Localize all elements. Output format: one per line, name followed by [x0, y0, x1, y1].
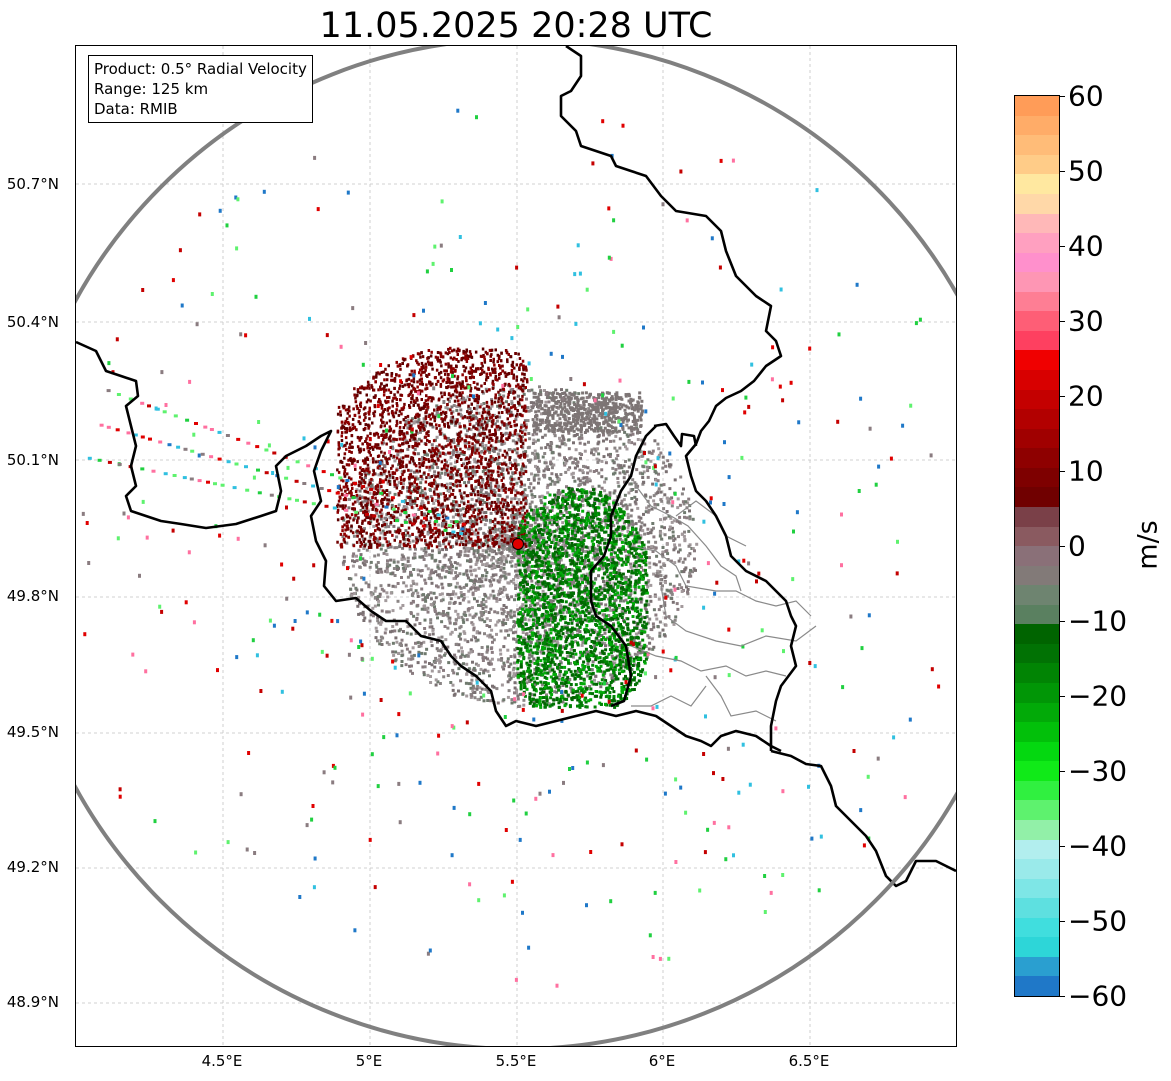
colorbar-tick-mark	[1059, 396, 1065, 397]
lat-label-49.5: 49.5°N	[6, 723, 59, 741]
colorbar-tick-mark	[1059, 96, 1065, 97]
colorbar-tick-mark	[1059, 621, 1065, 622]
colorbar-segment	[1015, 780, 1059, 801]
colorbar-segment	[1015, 956, 1059, 977]
colorbar-tick-label: −30	[1068, 754, 1128, 788]
colorbar-segment	[1015, 800, 1059, 820]
colorbar-segment	[1015, 819, 1059, 840]
colorbar-tick-label: 30	[1068, 304, 1104, 338]
radar-map[interactable]	[75, 45, 957, 1047]
colorbar-segment	[1015, 389, 1059, 410]
colorbar-tick-mark	[1059, 996, 1065, 997]
colorbar-segment	[1015, 565, 1059, 586]
colorbar-tick-mark	[1059, 696, 1065, 697]
province-borders	[630, 485, 817, 722]
colorbar-tick-mark	[1059, 471, 1065, 472]
colorbar-tick-label: −10	[1068, 604, 1128, 638]
colorbar-tick-label: −20	[1068, 679, 1128, 713]
lat-label-50.7: 50.7°N	[6, 175, 59, 193]
colorbar-segment	[1015, 233, 1059, 253]
colorbar-tick-mark	[1059, 546, 1065, 547]
colorbar-segment	[1015, 448, 1059, 468]
colorbar-segment	[1015, 330, 1059, 351]
info-box: Product: 0.5° Radial Velocity Range: 125…	[88, 55, 313, 123]
colorbar-segment	[1015, 839, 1059, 860]
colorbar-segment	[1015, 291, 1059, 312]
colorbar-tick-label: −60	[1068, 979, 1128, 1013]
colorbar-segment	[1015, 604, 1059, 625]
colorbar-tick-mark	[1059, 921, 1065, 922]
colorbar-segment	[1015, 526, 1059, 547]
lon-label-6.5: 6.5°E	[788, 1052, 830, 1070]
colorbar	[1014, 95, 1060, 997]
colorbar-tick-label: 0	[1068, 529, 1086, 563]
colorbar-segment	[1015, 859, 1059, 879]
colorbar-segment	[1015, 624, 1059, 644]
colorbar-tick-mark	[1059, 246, 1065, 247]
colorbar-segment	[1015, 409, 1059, 429]
colorbar-segment	[1015, 663, 1059, 683]
colorbar-tick-mark	[1059, 171, 1065, 172]
colorbar-segment	[1015, 878, 1059, 899]
lat-label-50.1: 50.1°N	[6, 451, 59, 469]
map-svg	[76, 46, 956, 1046]
lon-label-5.5: 5.5°E	[495, 1052, 537, 1070]
colorbar-segment	[1015, 135, 1059, 155]
colorbar-tick-label: 40	[1068, 229, 1104, 263]
colorbar-segment	[1015, 272, 1059, 292]
map-title: 11.05.2025 20:28 UTC	[319, 6, 713, 46]
lat-label-49.8: 49.8°N	[6, 587, 59, 605]
colorbar-tick-label: 20	[1068, 379, 1104, 413]
colorbar-segment	[1015, 937, 1059, 957]
data-source-text: Data: RMIB	[94, 100, 178, 118]
colorbar-segment	[1015, 585, 1059, 605]
colorbar-segment	[1015, 154, 1059, 175]
colorbar-tick-label: −40	[1068, 829, 1128, 863]
colorbar-segment	[1015, 917, 1059, 938]
colorbar-segment	[1015, 193, 1059, 214]
colorbar-unit-label: m/s	[1132, 520, 1164, 570]
colorbar-tick-label: −50	[1068, 904, 1128, 938]
colorbar-segment	[1015, 428, 1059, 449]
range-text: Range: 125 km	[94, 80, 209, 98]
colorbar-tick-label: 10	[1068, 454, 1104, 488]
colorbar-segment	[1015, 761, 1059, 781]
colorbar-segment	[1015, 702, 1059, 723]
lon-label-5: 5°E	[355, 1052, 383, 1070]
colorbar-tick-label: 50	[1068, 154, 1104, 188]
colorbar-tick-mark	[1059, 321, 1065, 322]
colorbar-segment	[1015, 174, 1059, 194]
colorbar-segment	[1015, 546, 1059, 566]
colorbar-tick-mark	[1059, 846, 1065, 847]
colorbar-segment	[1015, 213, 1059, 234]
colorbar-segment	[1015, 741, 1059, 762]
colorbar-segment	[1015, 976, 1059, 996]
colorbar-segment	[1015, 683, 1059, 703]
colorbar-segment	[1015, 898, 1059, 918]
colorbar-segment	[1015, 467, 1059, 488]
product-text: Product: 0.5° Radial Velocity	[94, 60, 307, 78]
lat-label-50.4: 50.4°N	[6, 313, 59, 331]
colorbar-segment	[1015, 115, 1059, 136]
colorbar-segment	[1015, 252, 1059, 273]
lon-label-6: 6°E	[648, 1052, 676, 1070]
colorbar-segment	[1015, 643, 1059, 664]
colorbar-tick-label: 60	[1068, 79, 1104, 113]
colorbar-segment	[1015, 722, 1059, 742]
lon-label-4.5: 4.5°E	[201, 1052, 243, 1070]
lat-label-49.2: 49.2°N	[6, 858, 59, 876]
national-borders	[76, 46, 956, 888]
colorbar-segment	[1015, 506, 1059, 527]
colorbar-segment	[1015, 370, 1059, 390]
colorbar-segment	[1015, 96, 1059, 116]
colorbar-segment	[1015, 311, 1059, 331]
colorbar-tick-mark	[1059, 771, 1065, 772]
radar-site-marker[interactable]	[512, 538, 524, 550]
velocity-echoes	[81, 108, 941, 988]
colorbar-segment	[1015, 487, 1059, 507]
lat-label-48.9: 48.9°N	[6, 993, 59, 1011]
colorbar-segment	[1015, 350, 1059, 370]
